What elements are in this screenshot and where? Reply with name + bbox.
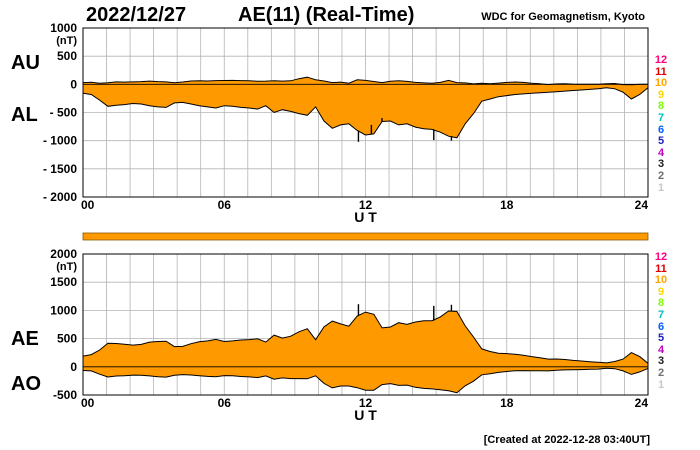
y-tick-label: 2000 (50, 247, 77, 261)
legend-number: 9 (657, 88, 665, 101)
x-axis-label: U T (354, 209, 377, 225)
legend-number: 8 (657, 100, 665, 113)
series-line-al (82, 87, 649, 139)
ae-label: AE (11, 328, 39, 350)
data-source-label: WDC for Geomagnetism, Kyoto (481, 11, 645, 23)
y-tick-label: - 1000 (43, 134, 77, 148)
station-count-legend-bottom: 12 11 10 9 8 7 6 5 4 3 2 1 (651, 251, 671, 391)
y-tick-label: - 2000 (43, 190, 77, 204)
station-count-legend-top: 12 11 10 9 8 7 6 5 4 3 2 1 (651, 54, 671, 194)
ao-label: AO (11, 373, 41, 395)
legend-number: 12 (654, 251, 668, 263)
legend-number: 11 (655, 262, 667, 275)
y-unit-label: (nT) (56, 35, 77, 47)
chart-title: AE(11) (Real-Time) (238, 4, 415, 26)
legend-number: 3 (657, 355, 665, 368)
legend-number: 2 (657, 366, 665, 379)
envelope-fill (83, 311, 648, 393)
legend-number: 8 (657, 297, 665, 310)
data-coverage-bar (82, 232, 649, 241)
legend-number: 10 (654, 274, 668, 287)
y-tick-label: -500 (53, 388, 77, 402)
legend-number: 10 (654, 77, 668, 90)
y-unit-label: (nT) (56, 261, 77, 273)
x-axis-label: U T (354, 407, 377, 423)
plot-frame (82, 253, 649, 396)
series-line-ae (82, 310, 649, 364)
y-tick-label: 0 (70, 360, 77, 374)
y-tick-label: 1000 (50, 21, 77, 35)
legend-number: 9 (657, 285, 665, 298)
series-line-ao (82, 367, 649, 394)
legend-number: 5 (657, 135, 665, 148)
y-tick-label: 1500 (50, 275, 77, 289)
legend-number: 2 (657, 169, 665, 182)
legend-number: 6 (657, 320, 665, 333)
legend-number: 1 (657, 378, 665, 391)
x-tick-label: 06 (218, 396, 232, 410)
legend-number: 7 (657, 111, 665, 124)
legend-number: 1 (657, 181, 665, 194)
legend-number: 4 (657, 146, 665, 159)
au-label: AU (11, 52, 40, 74)
x-tick-label: 00 (81, 396, 95, 410)
legend-number: 4 (657, 343, 665, 356)
y-tick-label: - 500 (50, 106, 78, 120)
x-tick-label: 12 (359, 198, 373, 212)
y-tick-label: 500 (57, 49, 77, 63)
x-tick-label: 12 (359, 396, 373, 410)
data-availability-bar (82, 232, 649, 241)
y-tick-label: 500 (57, 332, 77, 346)
legend-number: 12 (654, 54, 668, 66)
x-tick-label: 24 (635, 396, 649, 410)
au-al-panel: 1000 500 0 - 500 - 1000 - 1500 - 2000 (nT) 00 06 1… (43, 21, 649, 225)
envelope-fill (83, 77, 648, 138)
x-tick-label: 18 (500, 396, 514, 410)
x-tick-label: 18 (500, 198, 514, 212)
chart-date: 2022/12/27 (86, 4, 187, 26)
legend-number: 7 (657, 308, 665, 321)
x-tick-label: 00 (81, 198, 95, 212)
created-timestamp: [Created at 2022-12-28 03:40UT] (483, 434, 650, 446)
al-label: AL (11, 104, 38, 126)
plot-frame (82, 27, 649, 198)
y-tick-label: 0 (70, 77, 77, 91)
y-tick-label: 1000 (50, 303, 77, 317)
legend-number: 11 (655, 65, 667, 78)
x-tick-label: 06 (218, 198, 232, 212)
legend-number: 6 (657, 123, 665, 136)
y-tick-label: - 1500 (43, 162, 77, 176)
x-tick-label: 24 (635, 198, 649, 212)
legend-number: 5 (657, 332, 665, 345)
legend-number: 3 (657, 158, 665, 171)
ae-ao-panel: 2000 1500 1000 500 0 -500 (nT) 00 06 12 18 24 U T (50, 247, 649, 423)
